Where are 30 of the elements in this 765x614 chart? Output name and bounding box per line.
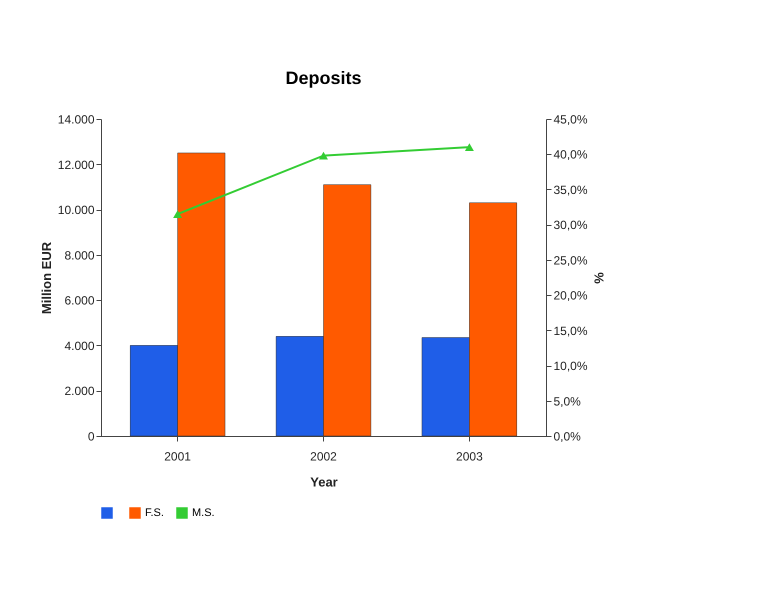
- y2-tick-label: 45,0%: [554, 112, 588, 126]
- x-tick-label: 2003: [456, 450, 484, 464]
- x-tick-label: 2001: [164, 450, 192, 464]
- y-axis-title: Million EUR: [38, 241, 54, 314]
- y2-tick-label: 10,0%: [554, 359, 588, 374]
- point: [173, 210, 182, 218]
- y-tick-label: 10.000: [58, 203, 95, 218]
- x-tick-label: 2002: [310, 450, 338, 464]
- legend-label: M.S.: [192, 507, 215, 519]
- y2-tick-label: 25,0%: [554, 253, 588, 268]
- y-tick-label: 8.000: [64, 248, 95, 262]
- x-axis-title: Year: [310, 474, 338, 490]
- y2-axis-title: %: [592, 272, 607, 284]
- point: [319, 152, 328, 160]
- chart-title: Deposits: [285, 68, 362, 88]
- y2-tick-label: 20,0%: [554, 288, 588, 303]
- y2-tick-label: 35,0%: [554, 182, 588, 197]
- y2-tick-label: 15,0%: [554, 324, 588, 338]
- legend-label: F.S.: [145, 507, 164, 519]
- y-tick-label: 0: [88, 430, 95, 444]
- y-tick-label: 2.000: [64, 384, 95, 398]
- y2-tick-label: 0,0%: [554, 430, 582, 444]
- y-tick-label: 6.000: [64, 294, 95, 308]
- y-tick-label: 4.000: [64, 338, 95, 353]
- y2-tick-label: 40,0%: [554, 148, 588, 162]
- point: [464, 143, 474, 152]
- y-tick-label: 14.000: [58, 112, 95, 126]
- y-tick-label: 12.000: [58, 158, 95, 172]
- y2-tick-label: 5,0%: [554, 394, 582, 408]
- y2-tick-label: 30,0%: [554, 218, 588, 232]
